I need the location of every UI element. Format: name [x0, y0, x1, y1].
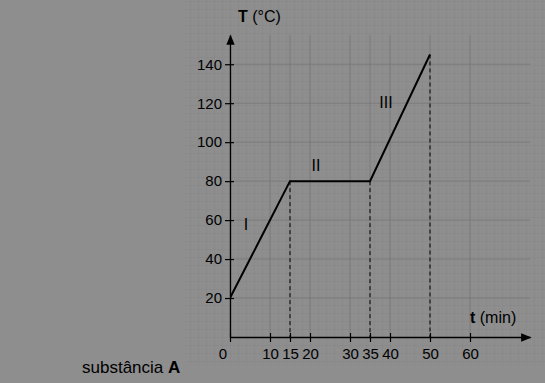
drop-line — [370, 181, 371, 337]
tick: 10 — [262, 333, 279, 362]
tick-label: 20 — [205, 289, 222, 306]
tick-label: 40 — [382, 345, 399, 362]
grid-line-x — [430, 35, 431, 337]
tick-label: 140 — [197, 56, 222, 73]
drop-line — [430, 54, 431, 337]
tick: 80 — [205, 172, 234, 189]
tick: 20 — [302, 333, 319, 362]
tick: 15 — [282, 333, 299, 362]
tick-label: 100 — [197, 133, 222, 150]
tick-mark — [270, 333, 271, 342]
data-line — [230, 54, 430, 298]
grid-line-x — [390, 35, 391, 337]
tick-label: 35 — [362, 345, 379, 362]
tick-mark — [225, 259, 234, 260]
tick: 50 — [422, 333, 439, 362]
tick-label: 30 — [342, 345, 359, 362]
grid-line-y — [230, 142, 530, 143]
tick: 60 — [462, 333, 479, 362]
tick: 100 — [197, 133, 234, 150]
grid-line-x — [270, 35, 271, 337]
tick-label: 80 — [205, 172, 222, 189]
tick: 40 — [205, 250, 234, 267]
tick-label: 10 — [262, 345, 279, 362]
grid-line-x — [290, 35, 291, 337]
x-axis: 0 101520 303540 50 60 — [219, 333, 531, 362]
grid-line-y — [230, 259, 530, 260]
tick-mark — [310, 333, 311, 342]
tick-label: 50 — [422, 345, 439, 362]
tick-mark — [225, 103, 234, 104]
grid-line-y — [230, 181, 530, 182]
grid-line-y — [230, 64, 530, 65]
tick-mark — [390, 333, 391, 342]
grid-line-x — [350, 35, 351, 337]
grid-line-x — [470, 35, 471, 337]
axis-line — [231, 337, 531, 338]
y-axis-title: T (°C) — [238, 8, 281, 25]
caption: substância A — [82, 358, 180, 377]
tick-mark — [225, 142, 234, 143]
tick-label: 60 — [462, 345, 479, 362]
tick-mark — [225, 298, 234, 299]
tick-mark — [350, 333, 351, 342]
grid — [230, 35, 530, 337]
grid-line-y — [230, 298, 530, 299]
drop-line — [290, 181, 291, 337]
tick-mark — [290, 333, 291, 342]
tick-mark — [225, 181, 234, 182]
segment-label: III — [379, 94, 392, 111]
tick: 0 — [219, 333, 231, 362]
tick-label: 120 — [197, 94, 222, 111]
grid-line-x — [230, 35, 231, 337]
tick: 140 — [197, 56, 234, 73]
tick-mark — [370, 333, 371, 342]
tick: 120 — [197, 94, 234, 111]
axis-line — [230, 36, 231, 338]
tick: 20 — [205, 289, 234, 306]
paper-grid — [185, 0, 545, 365]
tick: 60 — [205, 211, 234, 228]
x-axis-title: t (min) — [470, 309, 516, 326]
tick: 35 — [362, 333, 379, 362]
grid-line-x — [370, 35, 371, 337]
tick-label: 20 — [302, 345, 319, 362]
grid-line-y — [230, 220, 530, 221]
tick-label: 15 — [282, 345, 299, 362]
tick-label: 0 — [219, 345, 227, 362]
tick-mark — [470, 333, 471, 342]
tick-label: 40 — [205, 250, 222, 267]
tick-mark — [225, 220, 234, 221]
tick-label: 60 — [205, 211, 222, 228]
segment-label: II — [312, 157, 321, 174]
y-axis: 20 40 60 80 100 120 140 — [197, 36, 234, 338]
tick-mark — [430, 333, 431, 342]
tick-mark — [225, 64, 234, 65]
grid-line-x — [310, 35, 311, 337]
tick: 30 — [342, 333, 359, 362]
plot — [230, 54, 430, 337]
segment-label: I — [244, 216, 248, 233]
tick: 40 — [382, 333, 399, 362]
chart: 0101520303540506020406080100120140T (°C)… — [0, 0, 545, 383]
